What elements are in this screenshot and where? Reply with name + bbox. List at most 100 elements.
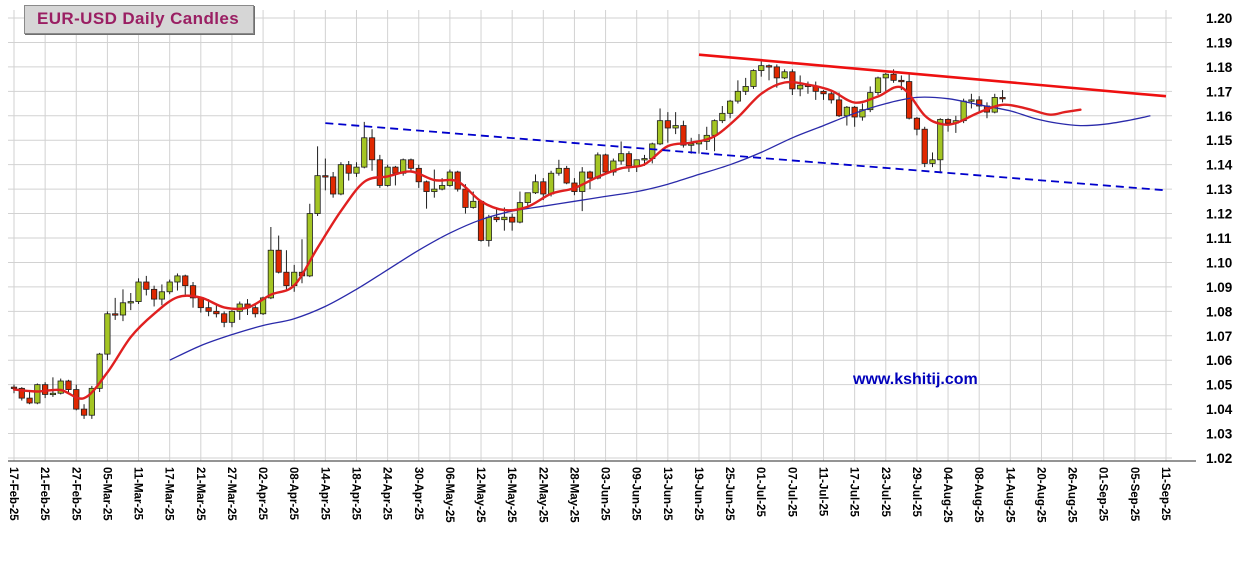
blue-ma-line (169, 96, 1151, 361)
x-axis-label: 27-Feb-25 (69, 467, 81, 521)
chart-title: EUR-USD Daily Candles (24, 5, 255, 34)
x-axis-label: 28-May-25 (567, 467, 579, 523)
candle (236, 301, 243, 320)
candle (781, 69, 788, 80)
y-axis-label: 1.08 (1206, 304, 1233, 319)
candle (104, 311, 111, 361)
red-ma-line (12, 80, 1082, 400)
candle (532, 174, 539, 194)
candle (221, 311, 228, 328)
x-axis-label: 05-Sep-25 (1128, 467, 1140, 522)
candle (695, 134, 703, 154)
candle (228, 310, 236, 328)
candle (625, 151, 633, 172)
candle (610, 158, 617, 176)
y-axis-label: 1.13 (1206, 182, 1233, 197)
watermark-text: www.kshitij.com (853, 371, 978, 388)
candle (874, 76, 882, 95)
candle (49, 377, 57, 397)
x-axis-label: 11-Sep-25 (1159, 467, 1171, 521)
y-axis-label: 1.14 (1206, 158, 1233, 173)
candle (96, 352, 103, 392)
x-axis-label: 18-Apr-25 (349, 467, 361, 521)
x-axis-labels: 17-Feb-25 21-Feb-25 27-Feb-25 05-Mar-25 11-M… (7, 467, 1171, 523)
candle (275, 235, 282, 274)
x-axis-label: 20-Aug-25 (1034, 467, 1046, 523)
x-axis-label: 17-Jul-25 (848, 467, 860, 517)
candle (937, 118, 944, 174)
candle (664, 112, 671, 143)
candle (205, 299, 212, 317)
candle (446, 169, 453, 187)
candle (283, 250, 290, 291)
candle (913, 117, 921, 136)
x-axis-label: 21-Feb-25 (38, 467, 50, 521)
x-axis-label: 06-May-25 (443, 467, 455, 523)
candle (835, 92, 843, 117)
candle (174, 273, 181, 291)
y-axis-labels: 1.20 1.19 1.18 1.17 1.16 1.15 1.14 1.13 1.12 1.11… (1206, 11, 1233, 466)
x-axis-label: 12-May-25 (474, 467, 486, 523)
candle (516, 191, 524, 224)
candle (151, 285, 158, 307)
x-axis-label: 23-Jul-25 (879, 467, 891, 517)
candle (859, 103, 866, 121)
candle (314, 146, 321, 216)
x-axis-label: 14-Aug-25 (1003, 467, 1015, 523)
x-axis-label: 13-Jun-25 (661, 467, 673, 521)
candle (750, 69, 757, 89)
y-axis-label: 1.07 (1206, 329, 1232, 344)
y-axis-label: 1.02 (1206, 451, 1232, 466)
candle (127, 293, 134, 311)
candle (368, 129, 376, 171)
candle (337, 162, 345, 196)
y-axis-label: 1.06 (1206, 353, 1233, 368)
x-axis-label: 08-Apr-25 (287, 467, 299, 521)
candle (618, 141, 625, 165)
candle (143, 275, 150, 296)
candle (851, 106, 858, 127)
candle (166, 279, 173, 295)
candle (407, 158, 415, 172)
y-axis-label: 1.04 (1206, 402, 1233, 417)
candle (758, 59, 765, 77)
candle (267, 227, 274, 300)
candle (182, 274, 189, 297)
candle (921, 126, 928, 168)
x-axis-label: 07-Jul-25 (785, 467, 797, 517)
candle (656, 108, 664, 146)
x-axis-label: 05-Mar-25 (100, 467, 112, 521)
candle (80, 404, 88, 419)
candle (34, 383, 41, 405)
x-axis-label: 11-Mar-25 (132, 467, 144, 521)
grid-lines (8, 10, 1196, 462)
candle (797, 75, 804, 97)
candle (252, 304, 259, 318)
candle (361, 121, 368, 169)
candle (999, 90, 1006, 103)
candle (765, 64, 773, 81)
candle (727, 99, 734, 119)
candle (812, 81, 819, 100)
candle (26, 390, 33, 405)
candle (353, 162, 360, 177)
y-axis-label: 1.18 (1206, 60, 1233, 75)
x-axis-label: 27-Mar-25 (225, 467, 237, 521)
x-axis-label: 01-Jul-25 (754, 467, 766, 517)
y-axis-label: 1.10 (1206, 255, 1232, 270)
candle (65, 379, 72, 392)
x-axis-label: 11-Jul-25 (817, 467, 829, 517)
y-axis-label: 1.17 (1206, 84, 1232, 99)
candle (376, 154, 383, 188)
x-axis-label: 08-Aug-25 (972, 467, 984, 523)
candle (563, 165, 570, 185)
y-axis-label: 1.15 (1206, 133, 1233, 148)
candle (135, 278, 142, 304)
candle (540, 178, 547, 201)
candle (602, 153, 609, 175)
x-axis-label: 19-Jun-25 (692, 467, 704, 521)
candle (431, 169, 438, 198)
candle (501, 207, 508, 231)
candle (509, 213, 516, 231)
candle (579, 167, 586, 212)
